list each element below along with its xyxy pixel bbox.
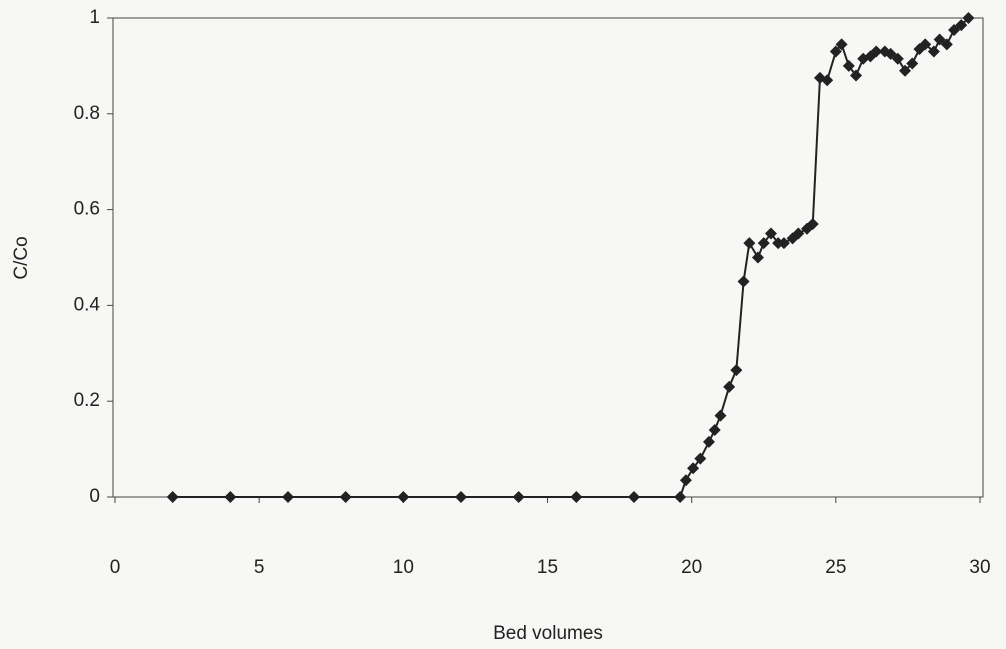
marker [397,491,409,503]
x-tick-label: 25 [825,557,846,578]
y-tick-label: 0.4 [74,294,101,315]
y-tick-label: 0.2 [74,390,100,411]
x-tick-label: 10 [393,557,414,578]
x-axis-label: Bed volumes [493,623,603,644]
marker [513,491,525,503]
marker [743,237,755,249]
marker [224,491,236,503]
marker [738,275,750,287]
series-line [173,18,969,497]
marker [723,381,735,393]
marker [715,410,727,422]
marker [680,474,692,486]
x-tick-label: 15 [537,557,558,578]
y-tick-label: 0.6 [74,199,100,220]
y-tick-label: 0.8 [74,103,100,124]
marker [752,252,764,264]
x-tick-label: 30 [969,557,990,578]
marker [674,491,686,503]
marker [570,491,582,503]
marker [282,491,294,503]
y-tick-label: 0 [89,486,100,507]
chart: Bed volumes C/Co 00.20.40.60.81051015202… [0,0,1006,649]
marker [340,491,352,503]
marker [730,364,742,376]
x-tick-label: 0 [110,557,121,578]
marker [628,491,640,503]
y-tick-label: 1 [89,7,100,28]
y-axis-label: C/Co [11,236,32,279]
plot-frame [113,18,983,497]
marker [167,491,179,503]
marker [455,491,467,503]
x-tick-label: 5 [254,557,265,578]
marker [703,436,715,448]
x-tick-label: 20 [681,557,702,578]
marker [709,424,721,436]
